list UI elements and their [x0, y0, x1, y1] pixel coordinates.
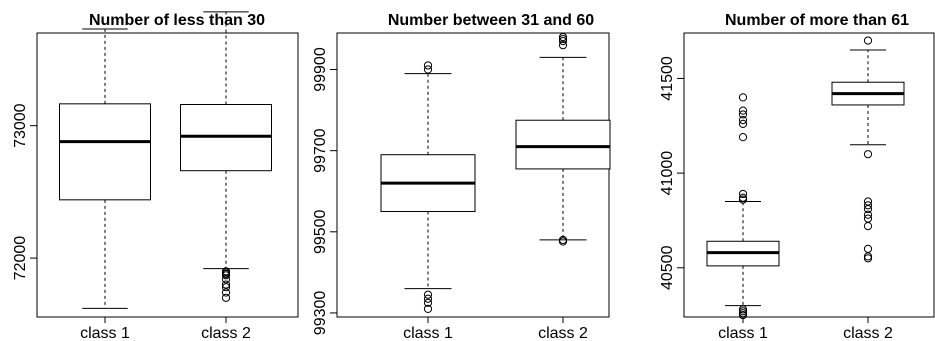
panel-3-class-1-outlier: [738, 195, 748, 204]
panel-3-class-2-outlier: [863, 204, 873, 214]
panel-2-class-2-outlier: [558, 41, 568, 50]
panel-3-class-2-outlier: [863, 210, 873, 219]
panel-2-class-2-label: class 2: [538, 325, 588, 341]
panel-2-class-2-outlier: [558, 237, 568, 246]
panel-3-class-1-outlier: [738, 110, 748, 119]
panel-3-ytick-label: 41000: [659, 151, 676, 196]
panel-2-plot-frame: [336, 32, 610, 318]
panel-3-class-2-outlier: [863, 36, 873, 45]
panel-3-class-2-outlier: [863, 244, 873, 253]
panel-3-class-2-label: class 2: [843, 325, 893, 341]
panel-1-ytick-label: 72000: [12, 236, 29, 281]
panel-3-plot-frame: [683, 32, 935, 318]
panel-3-class-1-outlier: [738, 106, 748, 115]
panel-2-class-1-outlier: [423, 294, 433, 303]
panel-2: Number between 31 and 60 99300 99500 99700…: [312, 12, 611, 341]
panel-3-class-1-label: class 1: [718, 325, 768, 341]
panel-1-class-1-label: class 1: [80, 325, 130, 341]
panel-3-title: Number of more than 61: [725, 12, 909, 29]
panel-3-ytick-label: 41500: [659, 56, 676, 101]
panel-1-class-1-box: [59, 103, 151, 201]
panel-1-class-2-outlier: [221, 267, 231, 276]
panel-3-class-1-outlier: [738, 119, 748, 128]
panel-1-class-2-outlier: [221, 275, 231, 284]
panel-2-ytick-label: 99300: [312, 291, 329, 336]
panel-3-marks: 40500 41000 41500 class 1 class 2: [659, 36, 905, 341]
panel-3-ytick-label: 40500: [659, 245, 676, 290]
panel-3-class-1-outlier: [738, 93, 748, 102]
panel-3-class-1-outlier: [738, 311, 748, 320]
panel-1-class-2-label: class 2: [201, 325, 251, 341]
panel-3-class-2-outlier: [863, 222, 873, 231]
panel-2-marks: 99300 99500 99700 99900 class 1 class 2: [312, 32, 611, 341]
panel-2-class-2-outlier: [558, 37, 568, 46]
panel-2-class-2-outlier: [558, 34, 568, 44]
panel-3-class-1-outlier: [738, 189, 748, 199]
panel-2-class-1-outlier: [423, 65, 433, 74]
panel-2-class-1-outlier: [423, 61, 433, 70]
panel-1-class-2-outlier: [221, 288, 231, 297]
panel-1-plot-frame: [36, 32, 299, 318]
panel-1-class-2-outlier: [221, 293, 231, 302]
panel-1-marks: 72000 73000 class 1 class 2: [12, 11, 272, 341]
panel-2-class-2-outlier: [558, 32, 568, 42]
panel-2-ytick-label: 99900: [312, 47, 329, 92]
panel-2-class-1-outlier: [423, 290, 433, 299]
panel-3-class-2-outlier: [863, 150, 873, 159]
panel-2-ytick-label: 99700: [312, 128, 329, 173]
panel-3-class-1-outlier: [738, 115, 748, 125]
panel-3: Number of more than 61 40500 41000 41500 cl…: [659, 12, 935, 341]
panel-1-class-2-outlier: [221, 283, 231, 292]
panel-1-class-2-outlier: [221, 280, 231, 289]
panel-2-class-1-outlier: [423, 304, 433, 313]
panel-2-class-1-label: class 1: [403, 325, 453, 341]
panel-1-ytick-label: 73000: [12, 103, 29, 148]
panel-2-title: Number between 31 and 60: [388, 12, 594, 29]
panel-1-title: Number of less than 30: [89, 12, 265, 29]
panel-2-class-2-box: [515, 119, 611, 170]
panel-2-ytick-label: 99500: [312, 209, 329, 254]
panel-3-class-2-outlier: [863, 254, 873, 263]
panel-1: Number of less than 30 72000 73000 class 1…: [12, 11, 299, 341]
panel-3-class-2-outlier: [863, 201, 873, 210]
panel-3-class-1-outlier: [738, 133, 748, 142]
panel-2-class-1-outlier: [423, 298, 433, 307]
